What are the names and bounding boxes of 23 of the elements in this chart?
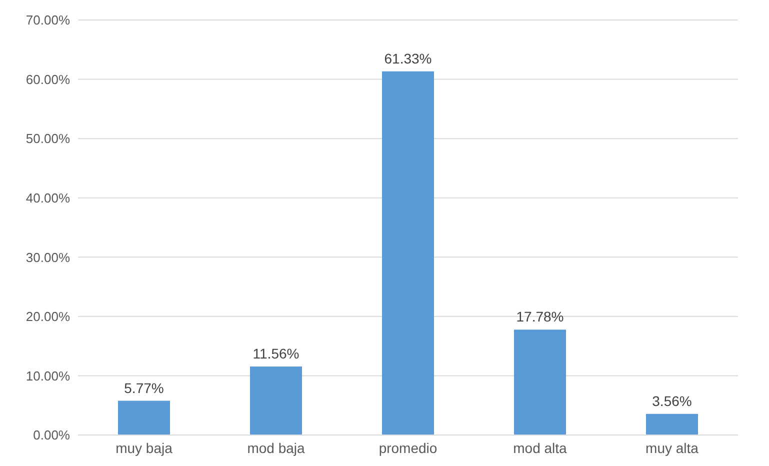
- bar: [250, 366, 302, 435]
- x-tick-label: muy alta: [646, 440, 699, 456]
- y-tick-label: 50.00%: [26, 131, 70, 146]
- data-label: 17.78%: [516, 308, 564, 325]
- data-label: 61.33%: [384, 50, 432, 66]
- data-label: 11.56%: [252, 345, 300, 362]
- x-tick-label: muy baja: [116, 440, 173, 456]
- data-label: 5.77%: [124, 380, 164, 396]
- bar: [118, 400, 170, 435]
- x-tick-label: promedio: [378, 440, 438, 456]
- y-tick-label: 70.00%: [26, 12, 70, 28]
- y-tick-label: 60.00%: [26, 72, 70, 87]
- bar: [646, 414, 698, 435]
- x-tick-label: mod alta: [513, 440, 568, 456]
- data-label: 3.56%: [652, 392, 692, 409]
- y-tick-label: 40.00%: [26, 190, 70, 206]
- x-tick-label: mod baja: [247, 440, 306, 456]
- y-tick-label: 20.00%: [26, 309, 70, 324]
- y-tick-label: 30.00%: [26, 250, 70, 265]
- bar: [514, 330, 566, 435]
- y-tick-label: 0.00%: [33, 428, 70, 443]
- y-tick-label: 10.00%: [26, 368, 70, 384]
- bar: [382, 71, 434, 435]
